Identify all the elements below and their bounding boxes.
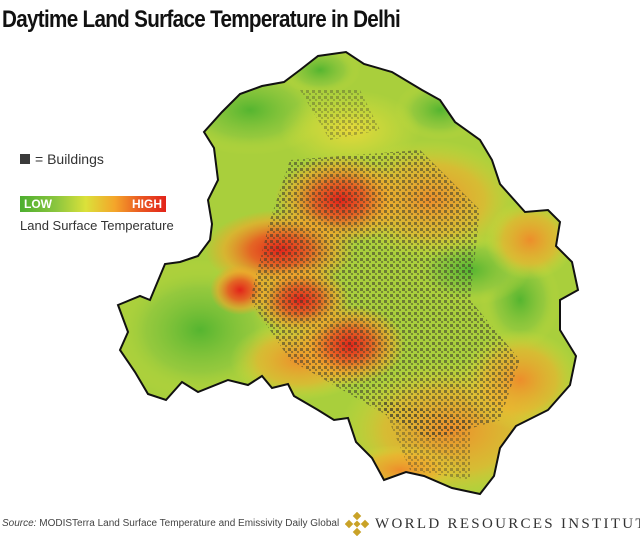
ramp-caption: Land Surface Temperature	[20, 218, 174, 233]
wri-wordmark: WORLD RESOURCES INSTITUTE	[375, 515, 640, 532]
buildings-legend-label: = Buildings	[35, 151, 104, 167]
page-title: Daytime Land Surface Temperature in Delh…	[2, 6, 401, 33]
wri-logo-icon	[345, 512, 369, 536]
ramp-low-label: LOW	[24, 197, 52, 211]
temperature-surface	[118, 52, 578, 494]
temperature-color-ramp: LOW HIGH	[20, 196, 166, 212]
building-swatch	[20, 154, 30, 164]
delhi-boundary	[116, 50, 580, 496]
buildings-legend: = Buildings	[20, 151, 104, 167]
source-note: Source: MODISTerra Land Surface Temperat…	[2, 518, 340, 529]
wri-logo: WORLD RESOURCES INSTITUTE	[345, 512, 640, 536]
ramp-high-label: HIGH	[132, 197, 162, 211]
